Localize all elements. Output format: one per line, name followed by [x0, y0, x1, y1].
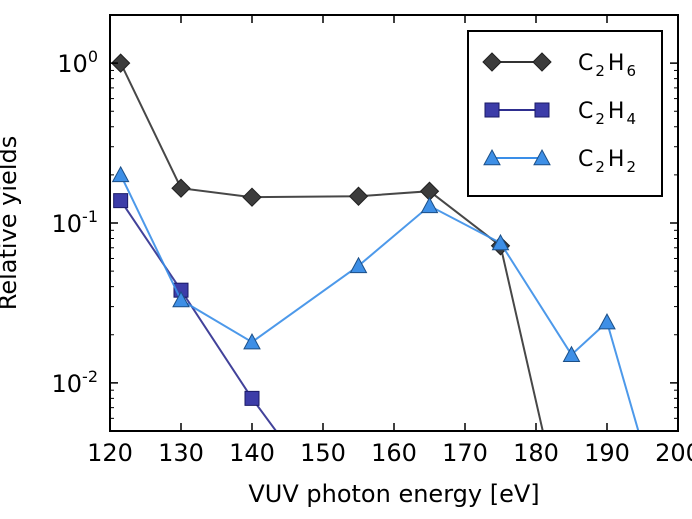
y-tick-label-exponent: -1	[82, 207, 98, 226]
x-tick-label: 150	[300, 439, 346, 467]
y-axis-label: Relative yields	[0, 136, 22, 310]
data-point-C2H2	[562, 345, 581, 363]
legend-marker	[483, 148, 501, 166]
legend-marker	[534, 102, 550, 118]
y-tick-label: 10-1	[52, 207, 99, 238]
data-point-C2H6	[171, 178, 191, 198]
legend-label-part: C	[578, 99, 593, 124]
legend-label-part: 4	[626, 110, 636, 128]
legend-label-part: C	[578, 51, 593, 76]
x-tick-label: 180	[513, 439, 559, 467]
data-point-C2H2	[420, 196, 439, 214]
y-tick-label-base: 10	[57, 50, 88, 78]
legend-label-part: H	[608, 147, 625, 172]
legend-label-part: 2	[595, 158, 605, 176]
x-tick-label: 160	[371, 439, 417, 467]
x-tick-label: 170	[442, 439, 488, 467]
series-C2H2	[111, 165, 640, 431]
series-line-C2H4	[119, 200, 278, 431]
x-tick-label: 120	[87, 439, 133, 467]
legend-marker	[532, 52, 552, 72]
x-tick-label: 140	[229, 439, 275, 467]
legend-label-part: 2	[626, 158, 636, 176]
y-tick-label-exponent: -2	[82, 367, 98, 386]
x-tick-label: 130	[158, 439, 204, 467]
data-point-C2H2	[491, 233, 510, 251]
data-point-C2H2	[243, 333, 261, 350]
data-point-C2H4	[244, 390, 260, 406]
legend-label-part: 6	[626, 62, 636, 80]
series-layer	[110, 53, 640, 431]
data-point-C2H6	[348, 186, 369, 206]
legend-label-part: 2	[595, 110, 605, 128]
x-tick-label: 200	[655, 439, 692, 467]
data-point-C2H2	[349, 256, 368, 274]
data-point-C2H6	[242, 187, 262, 207]
y-tick-label-base: 10	[52, 210, 83, 238]
data-point-C2H4	[113, 193, 129, 209]
y-tick-label: 100	[57, 47, 98, 78]
x-axis-label: VUV photon energy [eV]	[248, 480, 539, 508]
legend-marker	[533, 148, 551, 166]
data-point-C2H2	[172, 290, 190, 308]
legend-box	[467, 30, 663, 197]
legend-label-part: 2	[595, 62, 605, 80]
axis-layer: 12013014015016017018019020010010-110-2	[52, 14, 692, 467]
legend-label-part: H	[608, 99, 625, 124]
legend-label-part: H	[608, 51, 625, 76]
legend-marker	[484, 102, 500, 118]
data-point-C2H2	[111, 165, 130, 183]
y-tick-label: 10-2	[52, 367, 99, 398]
data-point-C2H2	[598, 313, 616, 330]
legend: C 2 H 6C 2 H 4C 2 H 2	[467, 30, 663, 197]
x-tick-label: 190	[584, 439, 630, 467]
y-tick-label-exponent: 0	[88, 47, 98, 66]
data-point-C2H6	[110, 53, 131, 73]
legend-marker	[482, 52, 502, 72]
legend-label-part: C	[578, 147, 593, 172]
y-tick-label-base: 10	[52, 370, 83, 398]
